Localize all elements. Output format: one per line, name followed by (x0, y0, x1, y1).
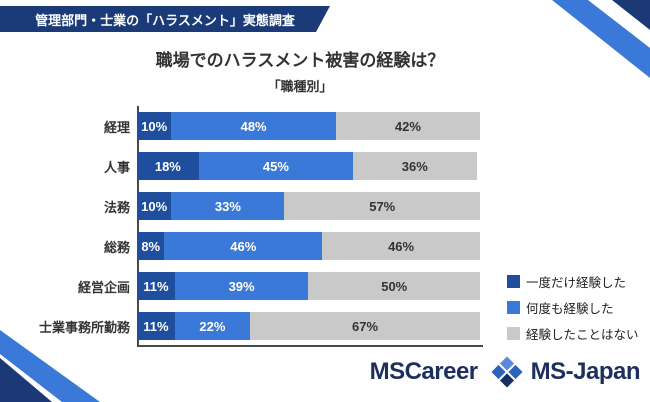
x-axis-line (137, 345, 483, 347)
y-axis-line (137, 106, 139, 347)
msjapan-logo-text: MS-Japan (530, 358, 641, 385)
bar-track: 11% 39% 50% (137, 272, 480, 300)
decor-ribbon-top-right-navy (612, 0, 650, 30)
footer-logos: MSCareer MS-Japan (369, 356, 641, 388)
category-label: 総務 (103, 239, 130, 255)
bar-segment: 8% (137, 232, 165, 260)
bar-segment: 11% (137, 312, 175, 340)
category-label: 経営企画 (77, 279, 130, 295)
bar-segment: 57% (284, 192, 480, 220)
legend-label: 一度だけ経験した (526, 276, 627, 290)
survey-banner-title: 管理部門・士業の「ハラスメント」実態調査 (35, 12, 295, 28)
bar-track: 11% 22% 67% (137, 312, 480, 340)
bar-row: 経営企画 11% 39% 50% (0, 266, 482, 306)
msjapan-diamond-icon (491, 356, 523, 388)
bar-segment: 67% (250, 312, 480, 340)
bar-segment: 39% (174, 272, 309, 300)
legend-swatch (507, 301, 520, 314)
mscareer-logo: MSCareer (369, 358, 479, 385)
bar-track: 8% 46% 46% (137, 232, 480, 260)
bar-track: 18% 45% 36% (137, 152, 480, 180)
legend: 一度だけ経験した 何度も経験した経験したことはない (507, 272, 639, 350)
bar-segment: 42% (335, 112, 480, 140)
msjapan-logo: MS-Japan (491, 356, 641, 388)
bar-row: 経理 10% 48% 42% (0, 106, 482, 146)
legend-item: 何度も経験した (507, 298, 639, 317)
bar-track: 10% 48% 42% (137, 112, 480, 140)
bar-segment: 10% (137, 112, 172, 140)
bar-segment: 36% (353, 152, 477, 180)
category-label: 士業事務所勤務 (38, 319, 130, 335)
category-label: 経理 (103, 119, 130, 135)
bar-segment: 48% (171, 112, 336, 140)
chart-subtitle: 「職種別」 (267, 79, 333, 94)
survey-banner: 管理部門・士業の「ハラスメント」実態調査 (0, 6, 330, 32)
bar-rows: 経理 10% 48% 42% 人事 18% 45% 36% 法務 10% 33% 57% 総務 8% 46%… (0, 106, 482, 346)
legend-item: 経験したことはない (507, 324, 639, 343)
bar-segment: 46% (164, 232, 323, 260)
bar-segment: 33% (171, 192, 285, 220)
bar-row: 総務 8% 46% 46% (0, 226, 482, 266)
chart-title: 職場でのハラスメント被害の経験は？ (155, 51, 445, 70)
bar-segment: 11% (137, 272, 175, 300)
bar-segment: 18% (137, 152, 199, 180)
legend-item: 一度だけ経験した (507, 272, 639, 291)
bar-segment: 22% (174, 312, 251, 340)
bar-track: 10% 33% 57% (137, 192, 480, 220)
bar-segment: 45% (198, 152, 354, 180)
legend-label: 経験したことはない (526, 328, 639, 342)
category-label: 法務 (103, 199, 130, 215)
category-label: 人事 (103, 159, 130, 175)
decor-ribbon-bottom-left-navy (0, 358, 52, 402)
bar-segment: 46% (322, 232, 480, 260)
legend-swatch (507, 327, 520, 340)
bar-row: 法務 10% 33% 57% (0, 186, 482, 226)
bar-row: 人事 18% 45% 36% (0, 146, 482, 186)
legend-label: 何度も経験した (526, 302, 614, 316)
legend-swatch (507, 275, 520, 288)
decor-ribbon-top-right-blue (552, 0, 650, 78)
bar-segment: 10% (137, 192, 172, 220)
bar-row: 士業事務所勤務 11% 22% 67% (0, 306, 482, 346)
bar-segment: 50% (308, 272, 480, 300)
